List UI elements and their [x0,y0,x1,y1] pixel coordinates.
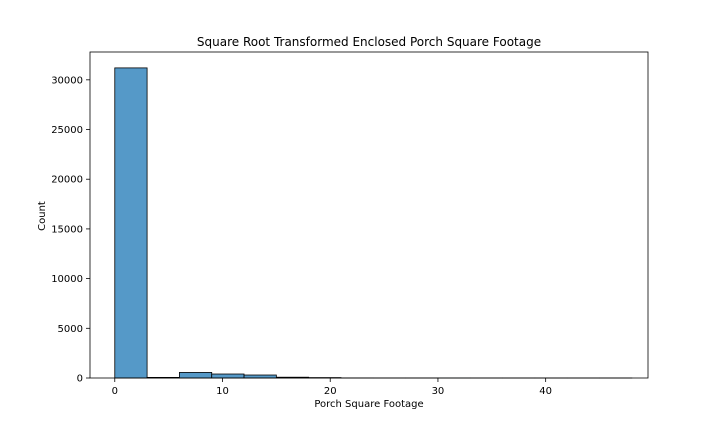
chart-title: Square Root Transformed Enclosed Porch S… [197,35,541,49]
x-tick-label: 10 [216,386,229,397]
y-axis-ticks: 0 5000 10000 15000 20000 25000 30000 [51,75,90,385]
y-tick-label: 10000 [51,274,83,285]
y-tick-label: 0 [77,374,83,385]
x-axis-label: Porch Square Footage [314,399,423,410]
y-tick-label: 30000 [51,75,83,86]
y-tick-label: 15000 [51,224,83,235]
x-axis-ticks: 0 10 20 30 40 [112,378,552,397]
y-tick-label: 5000 [58,324,83,335]
y-axis-label: Count [37,201,48,231]
histogram-bar [114,67,148,379]
x-tick-label: 30 [432,386,445,397]
plot-area-frame [89,51,649,379]
x-tick-label: 20 [324,386,337,397]
y-tick-label: 20000 [51,175,83,186]
histogram-bar [179,372,213,379]
x-tick-label: 0 [112,386,118,397]
x-tick-label: 40 [539,386,552,397]
histogram-bar [243,374,277,379]
histogram-bar [211,373,245,379]
y-tick-label: 25000 [51,125,83,136]
